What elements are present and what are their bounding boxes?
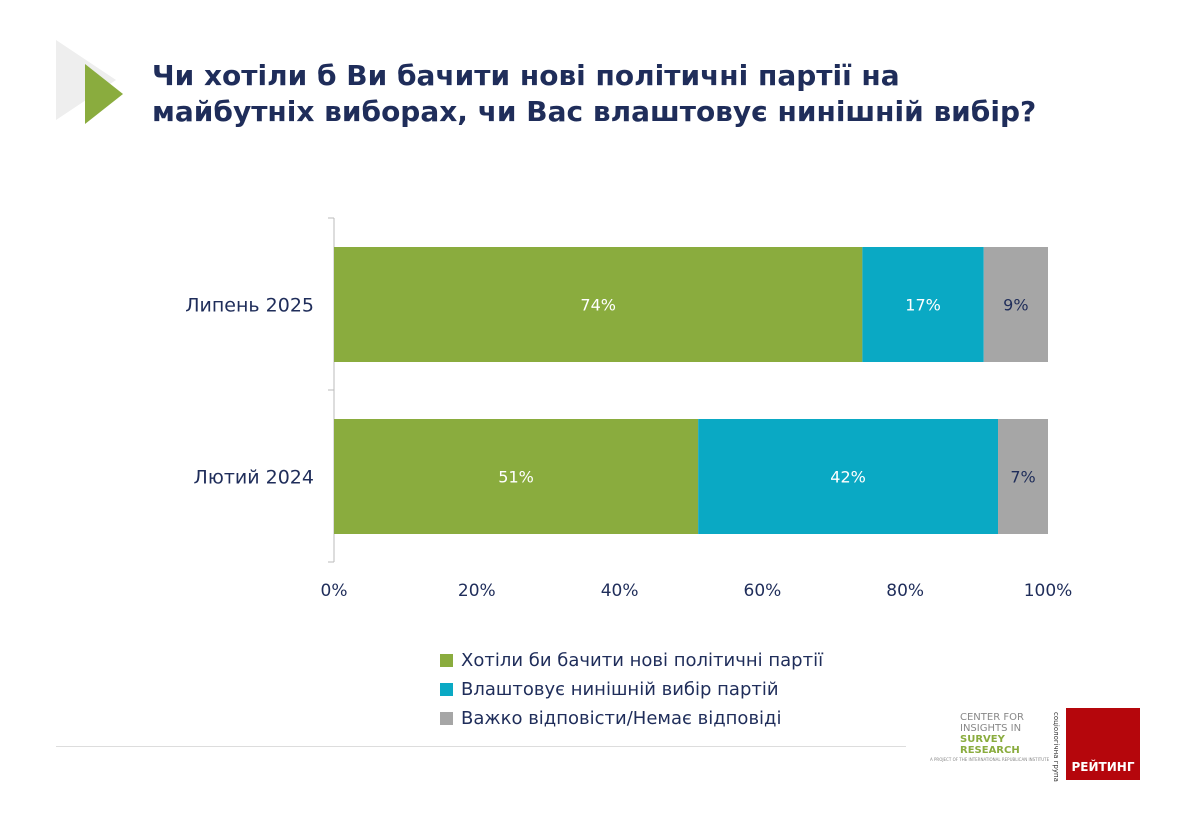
bar-segment — [998, 419, 1048, 534]
chart: Липень 2025 74% 17% 9% Лютий 2024 51% 42% 7% 0% 2… — [185, 217, 1073, 601]
legend-label: Важко відповісти/Немає відповіді — [461, 708, 782, 729]
data-label: 42% — [830, 468, 866, 487]
data-label: 51% — [498, 468, 534, 487]
data-label: 74% — [580, 296, 616, 315]
x-tick-label: 0% — [321, 581, 348, 601]
legend: Хотіли би бачити нові політичні партії Вл… — [440, 646, 823, 733]
rating-logo: РЕЙТИНГ — [1066, 708, 1140, 780]
x-tick-label: 100% — [1024, 581, 1073, 601]
bar-segment — [698, 419, 999, 534]
legend-item: Важко відповісти/Немає відповіді — [440, 704, 823, 733]
bar-segment — [862, 247, 984, 362]
x-tick-label: 80% — [886, 581, 924, 601]
legend-item: Хотіли би бачити нові політичні партії — [440, 646, 823, 675]
logo-text: INSIGHTS IN — [960, 723, 1022, 734]
title-line: Чи хотіли б Ви бачити нові політичні пар… — [152, 59, 900, 92]
category-label: Лютий 2024 — [194, 467, 314, 489]
category-label: Липень 2025 — [185, 295, 314, 317]
legend-item: Влаштовує нинішній вибір партій — [440, 675, 823, 704]
chart-title: Чи хотіли б Ви бачити нові політичні пар… — [152, 58, 1052, 130]
x-tick-label: 40% — [601, 581, 639, 601]
legend-label: Влаштовує нинішній вибір партій — [461, 679, 779, 700]
legend-label: Хотіли би бачити нові політичні партії — [461, 650, 824, 671]
legend-swatch — [440, 712, 453, 725]
logo-text: A PROJECT OF THE INTERNATIONAL REPUBLICA… — [930, 757, 1050, 762]
x-tick-label: 60% — [744, 581, 782, 601]
legend-swatch — [440, 683, 453, 696]
logo-text: SURVEY — [960, 734, 1005, 745]
bar-segment — [983, 247, 1048, 362]
x-tick-label: 20% — [458, 581, 496, 601]
footer-divider — [56, 746, 906, 747]
bar-segment — [334, 247, 863, 362]
title-arrow-icon — [85, 64, 123, 124]
logo-text: CENTER FOR — [960, 712, 1024, 723]
logo-text: RESEARCH — [960, 745, 1020, 756]
data-label: 9% — [1003, 296, 1028, 315]
legend-swatch — [440, 654, 453, 667]
cisr-logo: CENTER FOR INSIGHTS IN SURVEY RESEARCH A… — [930, 712, 1060, 782]
title-line: майбутніх виборах, чи Вас влаштовує нині… — [152, 95, 1037, 128]
data-label: 7% — [1010, 468, 1035, 487]
data-label: 17% — [905, 296, 941, 315]
rating-side-text: соціологічна група — [1052, 712, 1060, 782]
bar-segment — [334, 419, 699, 534]
